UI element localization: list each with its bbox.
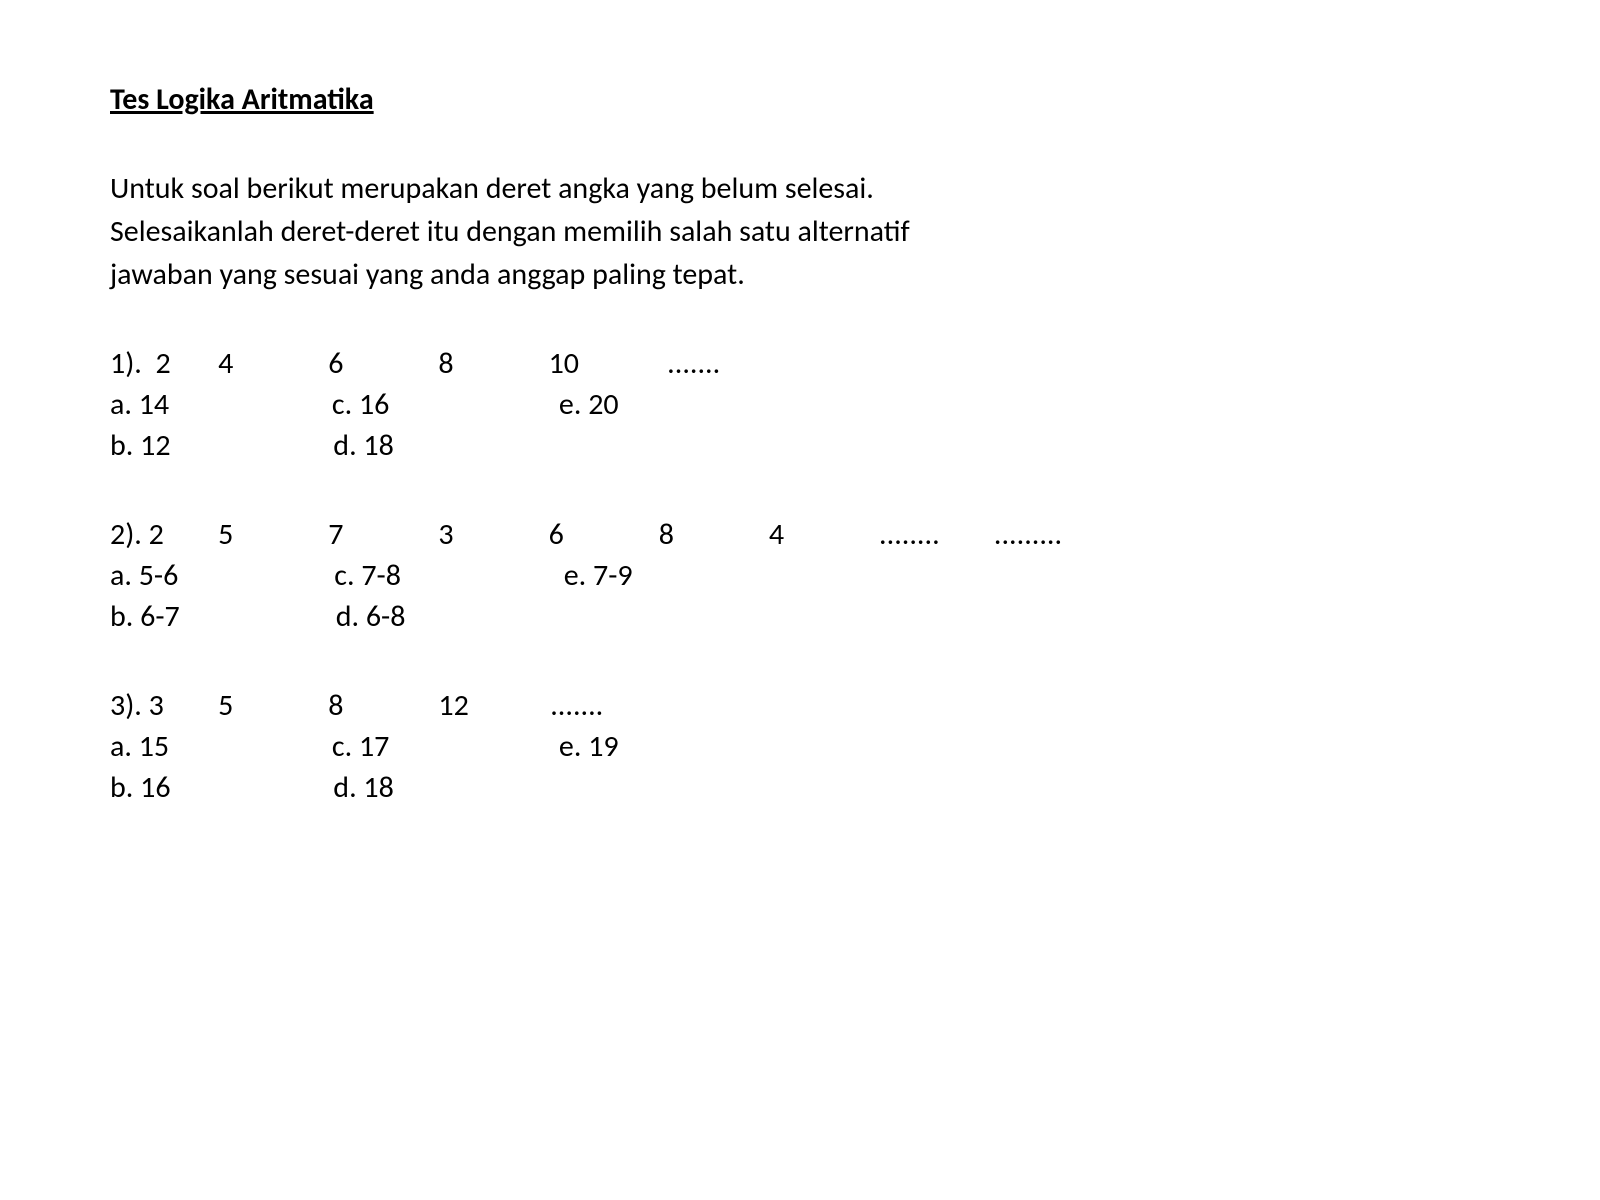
question-2-sequence: 2). 2 5 7 3 6 8 4 ........ ......... <box>110 515 1490 554</box>
instructions-line-3: jawaban yang sesuai yang anda anggap pal… <box>110 255 1490 294</box>
question-1-sequence: 1). 2 4 6 8 10 ....... <box>110 344 1490 383</box>
instructions-line-1: Untuk soal berikut merupakan deret angka… <box>110 169 1490 208</box>
question-3-sequence: 3). 3 5 8 12 ....... <box>110 686 1490 725</box>
question-3: 3). 3 5 8 12 ....... a. 15 c. 17 e. 19 b… <box>110 686 1490 807</box>
instructions-block: Untuk soal berikut merupakan deret angka… <box>110 169 1490 294</box>
question-2-answers-row-1: a. 5-6 c. 7-8 e. 7-9 <box>110 556 1490 595</box>
page-title: Tes Logika Aritmatika <box>110 80 1490 119</box>
question-1-answers-row-1: a. 14 c. 16 e. 20 <box>110 385 1490 424</box>
question-2-answers-row-2: b. 6-7 d. 6-8 <box>110 597 1490 636</box>
question-1: 1). 2 4 6 8 10 ....... a. 14 c. 16 e. 20… <box>110 344 1490 465</box>
question-2: 2). 2 5 7 3 6 8 4 ........ ......... a. … <box>110 515 1490 636</box>
question-3-answers-row-1: a. 15 c. 17 e. 19 <box>110 727 1490 766</box>
instructions-line-2: Selesaikanlah deret-deret itu dengan mem… <box>110 212 1490 251</box>
question-1-answers-row-2: b. 12 d. 18 <box>110 426 1490 465</box>
question-3-answers-row-2: b. 16 d. 18 <box>110 768 1490 807</box>
